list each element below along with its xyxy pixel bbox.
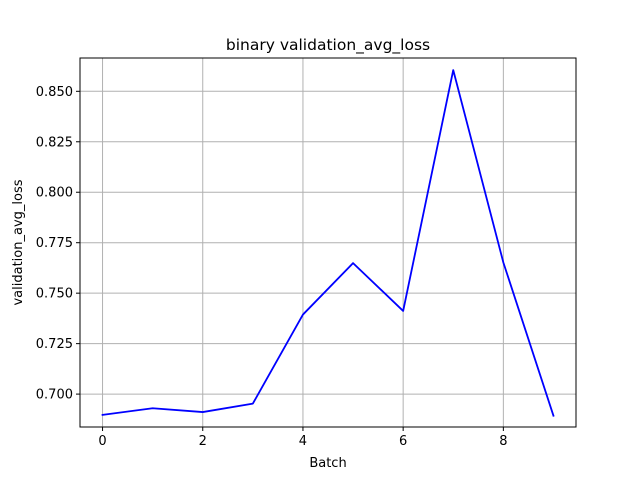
y-tick-label: 0.725: [36, 337, 73, 352]
x-axis-label: Batch: [309, 456, 346, 471]
y-tick-label: 0.850: [36, 85, 73, 100]
grid-lines: [80, 58, 576, 427]
ticks: 0 2 4 6 8 0.700 0.725 0.750 0.775 0.800 0.825 0.850: [36, 85, 508, 449]
x-tick-label: 8: [499, 434, 507, 449]
x-tick-label: 2: [199, 434, 207, 449]
y-tick-label: 0.700: [36, 388, 73, 403]
y-tick-label: 0.825: [36, 135, 73, 150]
chart-title: binary validation_avg_loss: [226, 36, 430, 55]
y-tick-label: 0.750: [36, 287, 73, 302]
plot-area: [101, 69, 555, 417]
x-tick-label: 4: [299, 434, 307, 449]
y-tick-label: 0.775: [36, 236, 73, 251]
x-tick-label: 6: [399, 434, 407, 449]
y-tick-label: 0.800: [36, 186, 73, 201]
series-line: [101, 69, 555, 417]
x-tick-label: 0: [98, 434, 106, 449]
y-axis-label: validation_avg_loss: [11, 179, 26, 305]
